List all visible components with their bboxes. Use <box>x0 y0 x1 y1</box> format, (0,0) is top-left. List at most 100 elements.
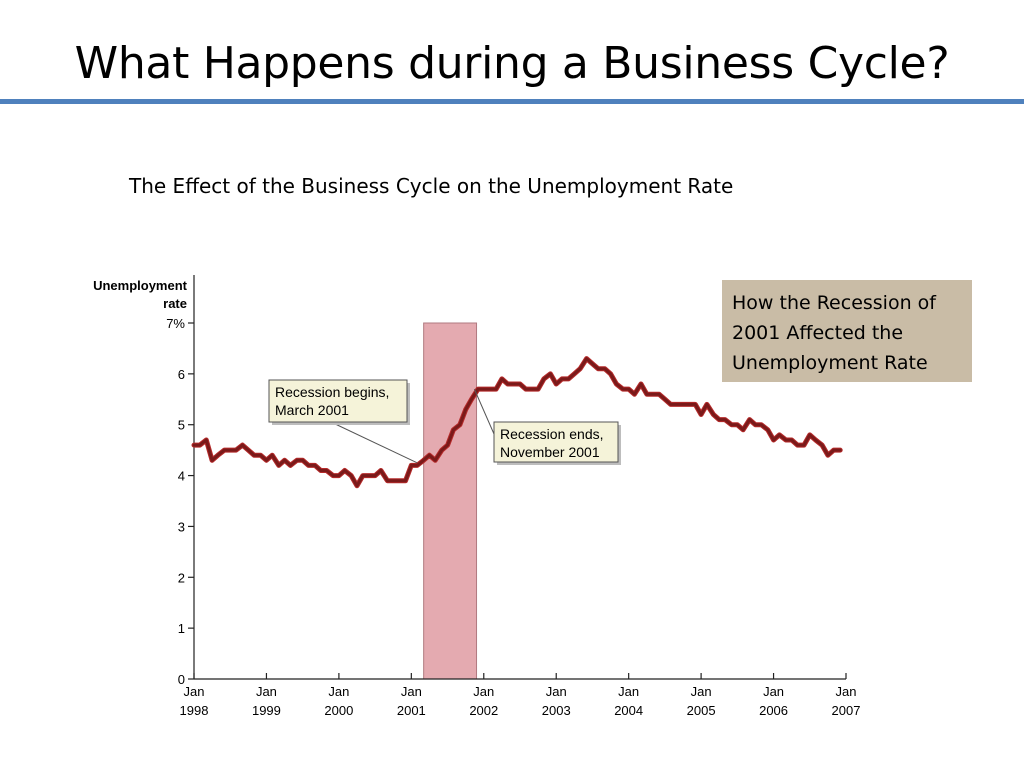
data-point <box>537 388 539 390</box>
x-tick-label-month: Jan <box>546 684 567 699</box>
y-tick-label: 5 <box>178 418 185 433</box>
data-point <box>604 368 606 370</box>
data-point <box>803 444 805 446</box>
data-point <box>670 403 672 405</box>
data-point <box>260 454 262 456</box>
series-line <box>192 357 842 488</box>
data-point <box>833 449 835 451</box>
x-tick-label-month: Jan <box>401 684 422 699</box>
data-point <box>772 439 775 441</box>
recession-band <box>423 322 478 680</box>
data-point <box>555 383 557 385</box>
x-tick-label-month: Jan <box>691 684 712 699</box>
data-point <box>549 373 552 375</box>
annotation-recession-begins-box <box>268 379 408 423</box>
x-tick-label-year: 2001 <box>397 703 426 718</box>
data-point <box>561 378 563 380</box>
data-point <box>465 408 467 411</box>
data-point <box>398 480 400 482</box>
x-tick-label-month: Jan <box>763 684 784 699</box>
data-point <box>278 464 280 466</box>
x-tick-label-year: 2006 <box>759 703 788 718</box>
data-point <box>253 454 255 456</box>
x-tick-label-month: Jan <box>618 684 639 699</box>
annotation-recession-begins-line-1: Recession begins, <box>275 384 389 400</box>
data-point <box>724 419 726 421</box>
data-point <box>271 454 273 456</box>
data-point <box>205 439 207 441</box>
data-point <box>265 459 268 461</box>
y-tick-label: 1 <box>178 621 185 636</box>
y-tick-label: 6 <box>178 367 185 382</box>
data-point <box>241 444 244 446</box>
data-point <box>325 469 328 472</box>
callout-line-3: Unemployment Rate <box>732 352 928 374</box>
data-point <box>543 378 545 380</box>
data-point <box>827 454 829 456</box>
data-point <box>477 388 479 390</box>
data-point <box>531 388 533 390</box>
y-axis-label-line-2: rate <box>163 296 187 311</box>
data-point <box>633 393 636 395</box>
annotation-recession-begins-leader <box>330 421 418 464</box>
data-point <box>211 459 213 461</box>
data-point <box>483 388 485 390</box>
data-point <box>470 398 473 400</box>
data-point <box>374 474 376 477</box>
data-point <box>597 368 599 370</box>
data-point <box>688 403 690 405</box>
annotation-recession-ends-box <box>493 421 619 463</box>
data-point <box>356 485 358 487</box>
data-point <box>839 449 841 451</box>
slide-title: What Happens during a Business Cycle? <box>74 38 950 89</box>
data-point <box>247 449 249 451</box>
data-point <box>646 393 648 395</box>
data-point <box>410 464 412 466</box>
x-tick-label-year: 2002 <box>469 703 498 718</box>
data-point <box>507 383 509 385</box>
data-point <box>229 449 231 451</box>
data-point <box>628 388 630 390</box>
data-point <box>658 393 660 395</box>
data-point <box>416 464 418 466</box>
data-point <box>796 444 799 446</box>
data-point <box>567 378 570 380</box>
data-point <box>501 378 503 380</box>
annotation-recession-ends-leader <box>473 388 495 435</box>
data-point <box>706 403 708 405</box>
data-point <box>821 444 823 446</box>
data-point <box>700 413 702 416</box>
data-point <box>488 388 491 390</box>
data-point <box>217 454 219 456</box>
data-point <box>622 388 624 390</box>
data-point <box>615 383 617 385</box>
data-point <box>404 480 407 482</box>
annotation-recession-ends-line-1: Recession ends, <box>500 426 604 442</box>
callout-box: How the Recession of 2001 Affected the U… <box>722 280 972 382</box>
data-point <box>368 474 370 477</box>
data-point <box>694 403 696 405</box>
title-divider <box>0 99 1024 104</box>
data-point <box>441 449 443 451</box>
data-point <box>350 474 352 477</box>
data-point <box>579 368 581 370</box>
data-point <box>199 444 201 446</box>
data-point <box>362 474 364 477</box>
data-point <box>338 474 340 477</box>
y-tick-label: 7% <box>166 316 185 331</box>
data-point <box>609 373 612 375</box>
data-point <box>434 459 436 461</box>
data-point <box>193 444 195 446</box>
data-point <box>785 439 787 441</box>
data-point <box>712 413 715 416</box>
data-point <box>423 459 425 461</box>
slide-subtitle: The Effect of the Business Cycle on the … <box>129 174 734 198</box>
y-tick-label: 0 <box>178 672 185 687</box>
data-point <box>513 383 515 385</box>
data-point <box>223 449 226 451</box>
data-point <box>289 464 291 466</box>
x-tick-label-year: 2003 <box>542 703 571 718</box>
x-tick-label-year: 2007 <box>832 703 861 718</box>
data-point <box>519 383 521 385</box>
y-tick-label: 2 <box>178 570 185 585</box>
